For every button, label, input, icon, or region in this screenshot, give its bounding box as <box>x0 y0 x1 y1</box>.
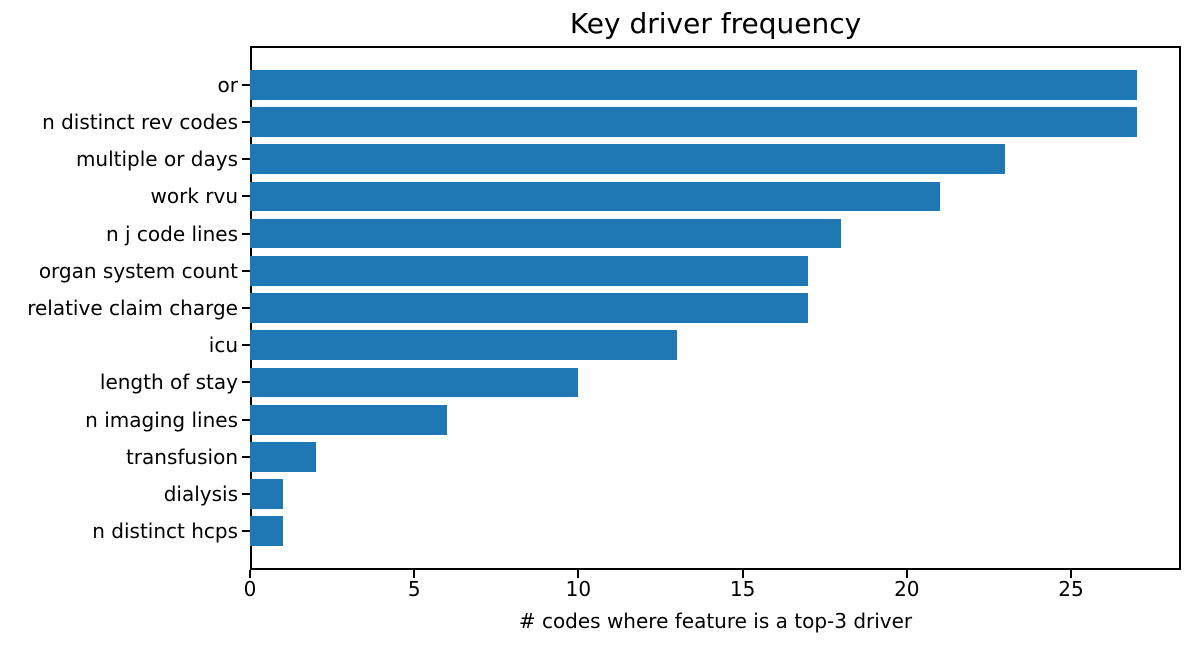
y-tick-mark <box>242 232 250 235</box>
y-tick-label: organ system count <box>38 258 238 283</box>
y-tick-mark <box>242 381 250 384</box>
y-tick-mark <box>242 269 250 272</box>
x-tick-mark <box>249 570 251 578</box>
bar-n-distinct-hcps <box>250 516 283 547</box>
y-tick-label: icu <box>208 333 238 358</box>
x-tick-label: 0 <box>243 577 257 601</box>
bar-n-distinct-rev-codes <box>250 107 1137 137</box>
y-tick-label: n distinct rev codes <box>42 109 238 134</box>
bar-icu <box>250 330 677 361</box>
y-tick-mark <box>242 493 250 496</box>
bar-dialysis <box>250 479 283 509</box>
bar-length-of-stay <box>250 367 579 398</box>
x-tick-label: 15 <box>729 577 756 601</box>
y-tick-mark <box>242 307 250 309</box>
y-tick-label: work rvu <box>150 184 239 209</box>
y-tick-label: n imaging lines <box>85 407 238 432</box>
y-tick-label: n j code lines <box>105 221 238 246</box>
bar-or <box>250 69 1137 100</box>
y-tick-label: relative claim charge <box>27 296 238 320</box>
x-tick-mark <box>577 570 580 578</box>
y-tick-label: n distinct hcps <box>92 519 238 544</box>
x-tick-label: 10 <box>565 577 592 601</box>
y-tick-label: or <box>217 72 238 97</box>
y-tick-label: dialysis <box>163 482 238 507</box>
bar-transfusion <box>250 442 316 472</box>
bar-relative-claim-charge <box>250 293 809 323</box>
bar-n-imaging-lines <box>250 404 447 435</box>
x-tick-label: 25 <box>1058 577 1084 601</box>
x-tick-mark <box>413 570 416 578</box>
bar-n-j-code-lines <box>250 218 842 249</box>
x-tick-mark <box>741 570 744 578</box>
y-tick-label: length of stay <box>99 370 238 395</box>
x-tick-mark <box>1070 570 1072 578</box>
y-tick-mark <box>242 455 250 458</box>
x-tick-label: 5 <box>407 577 421 601</box>
x-axis-label: # codes where feature is a top-3 driver <box>518 609 913 633</box>
y-tick-mark <box>242 83 250 86</box>
y-tick-label: multiple or days <box>75 147 238 172</box>
chart-title: Key driver frequency <box>569 7 862 40</box>
y-tick-mark <box>242 418 250 421</box>
y-tick-mark <box>242 195 250 198</box>
bar-multiple-or-days <box>250 144 1006 175</box>
bar-organ-system-count <box>250 255 809 286</box>
y-tick-mark <box>242 530 250 533</box>
x-tick-mark <box>905 570 908 578</box>
y-tick-label: transfusion <box>125 444 238 469</box>
y-tick-mark <box>242 120 250 123</box>
x-tick-label: 20 <box>894 577 920 601</box>
y-tick-mark <box>242 158 250 161</box>
bar-work-rvu <box>250 181 940 212</box>
y-tick-mark <box>242 344 250 347</box>
